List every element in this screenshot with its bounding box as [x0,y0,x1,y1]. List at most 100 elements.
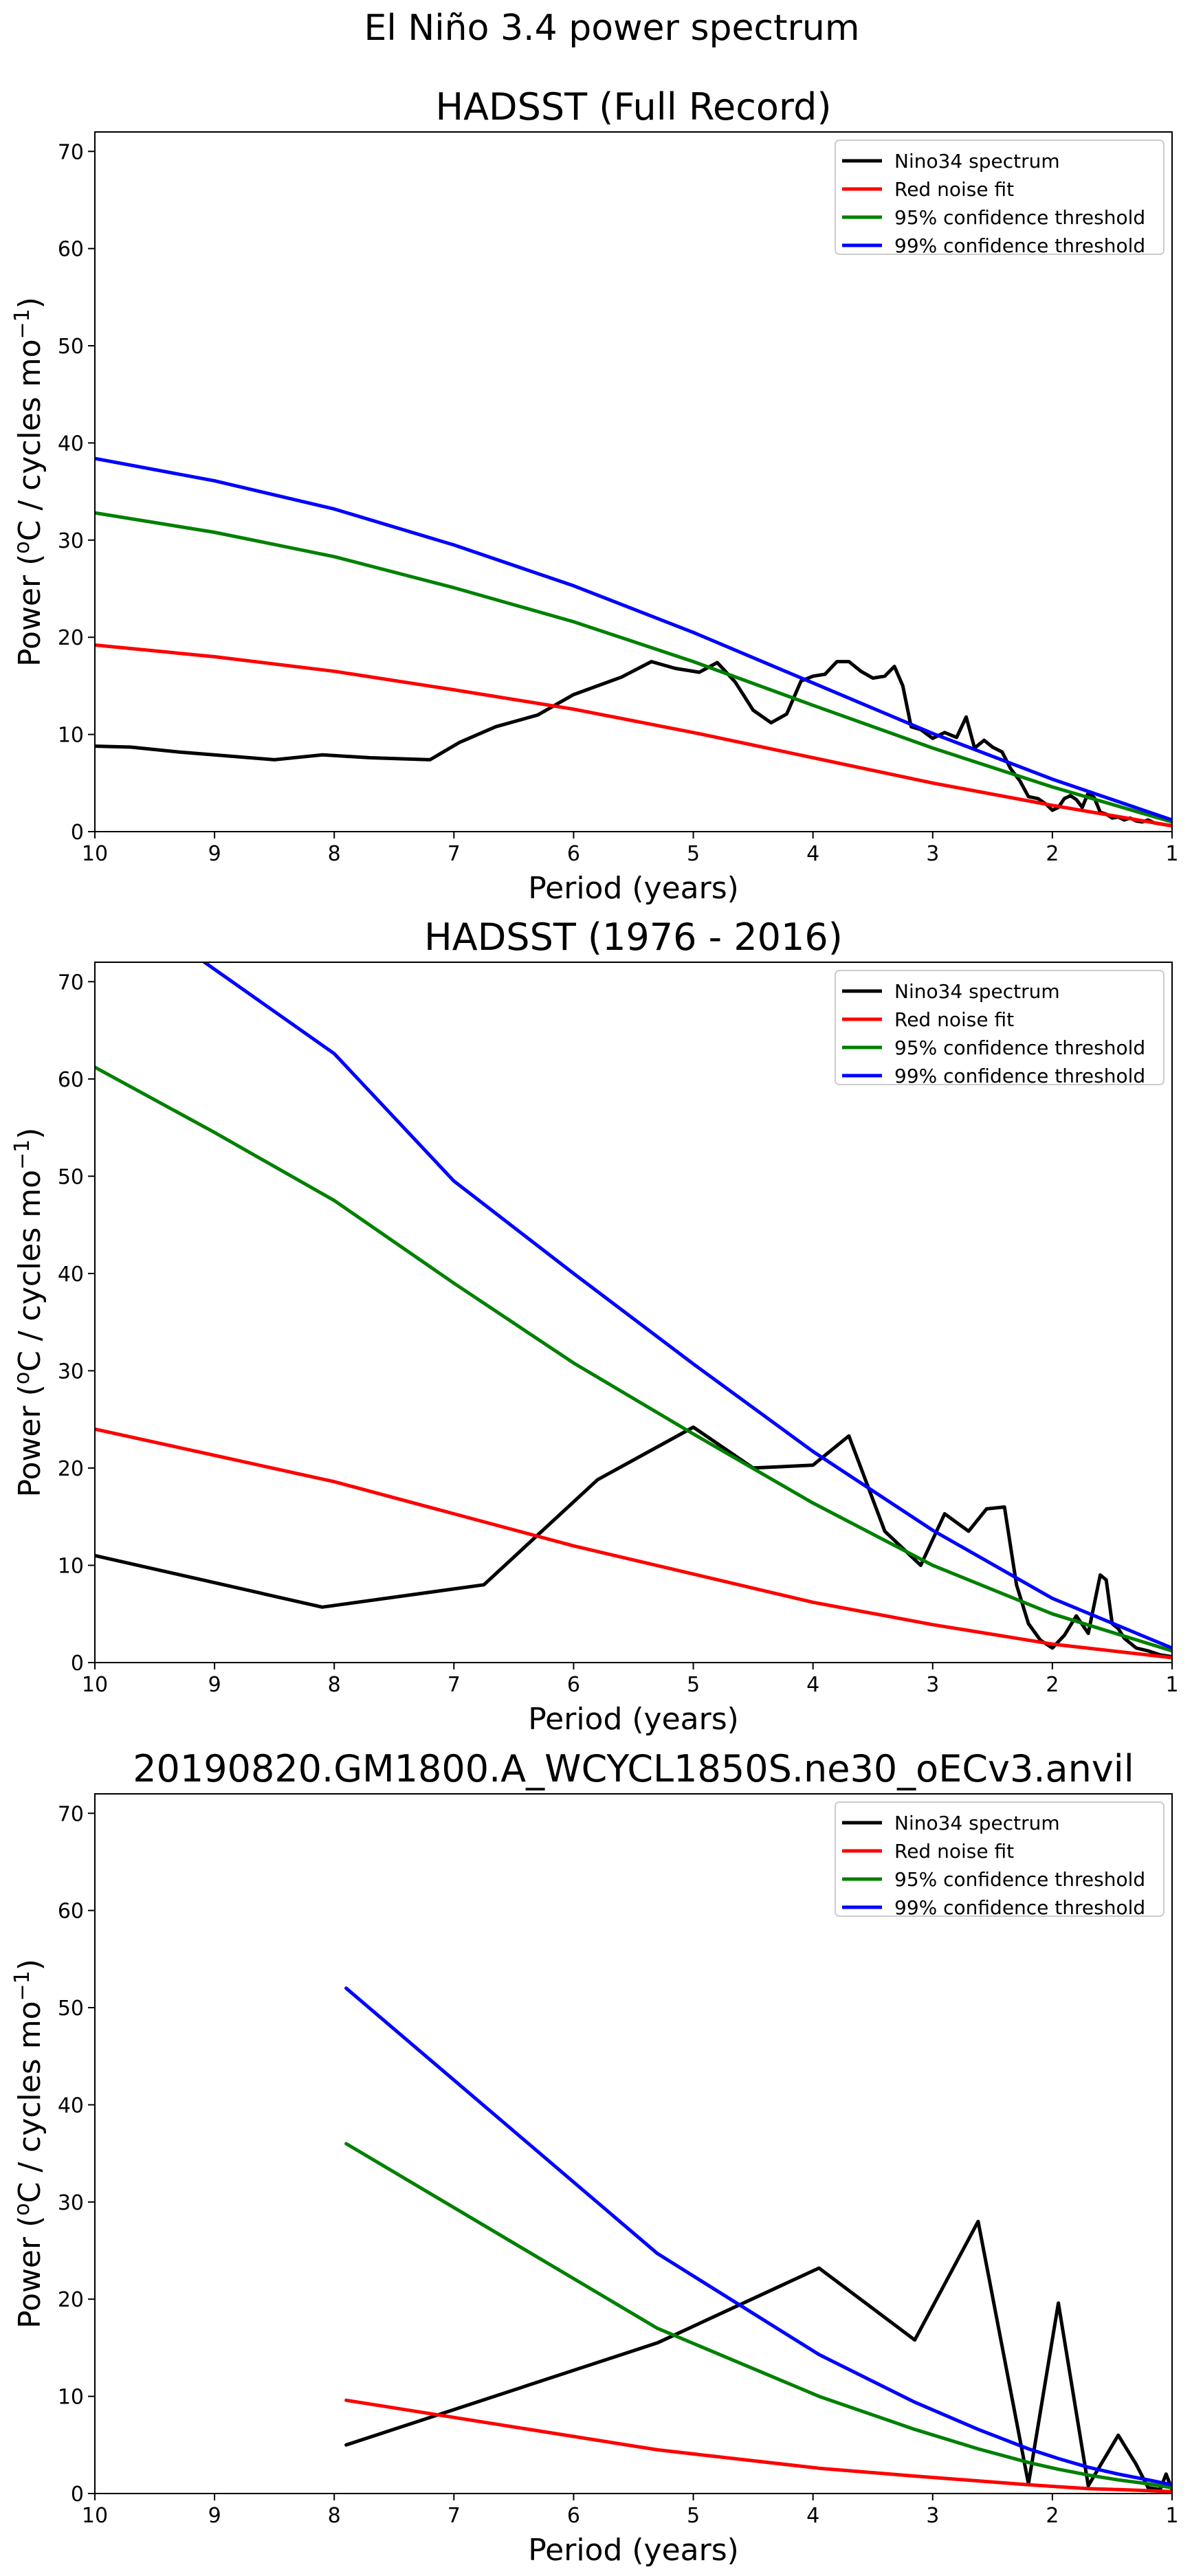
legend-label-2: Red noise fit [894,178,1014,201]
chart-title: 20190820.GM1800.A_WCYCL1850S.ne30_oECv3.… [133,1747,1134,1790]
x-tick-label: 7 [448,842,461,866]
y-axis-label: Power (oC / cycles mo−1) [10,297,47,667]
y-tick-label: 30 [58,1359,84,1384]
legend: Nino34 spectrum Red noise fit 95% confiden… [835,140,1165,257]
x-tick-label: 9 [208,842,221,866]
legend-box [835,970,1165,1085]
chart-panel-2: HADSST (1976 - 2016)10 9 8 7 6 5 4 3 2 1010203040… [10,915,1179,1737]
y-tick-label: 0 [71,1652,84,1676]
x-tick-label: 7 [448,2504,461,2528]
y-tick-label: 10 [58,724,84,748]
chart-panel-3: 20190820.GM1800.A_WCYCL1850S.ne30_oECv3.… [10,1747,1179,2568]
chart-title: HADSST (1976 - 2016) [424,915,843,959]
y-tick-label: 40 [58,1263,84,1287]
y-tick-label: 70 [58,1802,84,1826]
y-label-text: ) [12,1959,47,1970]
x-axis: 10 9 8 7 6 5 4 3 2 1 [82,1663,1179,1697]
y-axis: 0 10 20 30 40 50 60 70 [58,140,95,845]
legend-box [835,1801,1165,1917]
series-line-3 [95,511,1172,824]
x-tick-label: 2 [1046,2504,1059,2528]
legend-label-4: 99% confidence threshold [894,234,1145,257]
legend-label-4: 99% confidence threshold [894,1065,1145,1087]
chart-panels: HADSST (Full Record)10 9 8 7 6 5 4 3 2 1010203040… [10,85,1179,2568]
x-tick-label: 5 [687,1673,700,1697]
y-label-text: C / cycles mo [12,1170,47,1372]
series-line-1 [344,2219,1172,2491]
y-tick-label: 30 [58,529,84,553]
axes-frame [94,962,1173,1663]
y-label-superscript: o [10,541,34,553]
y-label-text: Power ( [12,1384,47,1497]
y-axis-label: Power (oC / cycles mo−1) [10,1128,47,1498]
series-line-4 [201,962,1172,1650]
y-tick-label: 50 [58,335,84,359]
x-tick-label: 9 [208,2504,221,2528]
x-tick-label: 10 [82,2504,108,2528]
y-tick-label: 50 [58,1165,84,1189]
legend-label-3: 95% confidence threshold [894,206,1145,229]
y-axis-label: Power (oC / cycles mo−1) [10,1959,47,2329]
y-label-text: ) [12,1128,47,1140]
x-axis: 10 9 8 7 6 5 4 3 2 1 [82,2494,1179,2528]
legend-label-1: Nino34 spectrum [894,150,1060,173]
x-tick-label: 7 [448,1673,461,1697]
x-axis-label: Period (years) [528,871,739,906]
legend: Nino34 spectrum Red noise fit 95% confiden… [835,970,1165,1087]
y-tick-label: 20 [58,2288,84,2312]
axes-frame [94,131,1173,832]
legend-label-2: Red noise fit [894,1840,1014,1863]
x-axis-label: Period (years) [528,2533,739,2568]
series-lines [95,456,1172,828]
x-tick-label: 5 [687,842,700,866]
x-tick-label: 4 [806,2504,819,2528]
series-line-2 [95,643,1172,828]
y-label-superscript: o [10,2203,34,2215]
x-tick-label: 2 [1046,1673,1059,1697]
x-tick-label: 6 [567,842,580,866]
series-line-3 [344,2142,1172,2489]
figure-suptitle: El Niño 3.4 power spectrum [364,8,859,49]
x-tick-label: 6 [567,2504,580,2528]
y-tick-label: 40 [58,2094,84,2118]
chart-panel-1: HADSST (Full Record)10 9 8 7 6 5 4 3 2 1010203040… [10,85,1179,906]
x-tick-label: 1 [1165,1673,1178,1697]
y-tick-label: 20 [58,626,84,650]
legend-box [835,140,1165,255]
y-tick-label: 70 [58,970,84,995]
y-axis: 0 10 20 30 40 50 60 70 [58,970,95,1676]
x-tick-label: 5 [687,2504,700,2528]
legend-label-3: 95% confidence threshold [894,1868,1145,1891]
y-tick-label: 60 [58,238,84,262]
x-axis: 10 9 8 7 6 5 4 3 2 1 [82,832,1179,866]
y-label-text: ) [12,297,47,309]
chart-title: HADSST (Full Record) [435,85,831,129]
y-label-superscript: −1 [10,309,34,339]
y-label-superscript: −1 [10,1140,34,1170]
series-lines [95,962,1172,1660]
x-tick-label: 3 [926,2504,939,2528]
x-tick-label: 1 [1165,2504,1178,2528]
legend-label-1: Nino34 spectrum [894,1812,1060,1834]
y-tick-label: 60 [58,1068,84,1092]
y-tick-label: 20 [58,1457,84,1481]
series-line-2 [344,2398,1172,2494]
x-tick-label: 1 [1165,842,1178,866]
y-tick-label: 60 [58,1900,84,1924]
x-tick-label: 8 [328,1673,341,1697]
x-tick-label: 10 [82,842,108,866]
series-line-2 [95,1427,1172,1660]
x-tick-label: 6 [567,1673,580,1697]
y-tick-label: 50 [58,1997,84,2021]
x-tick-label: 8 [328,842,341,866]
legend-label-1: Nino34 spectrum [894,980,1060,1003]
y-label-text: Power ( [12,2216,47,2329]
y-label-text: C / cycles mo [12,339,47,541]
legend: Nino34 spectrum Red noise fit 95% confiden… [835,1801,1165,1919]
y-axis: 0 10 20 30 40 50 60 70 [58,1802,95,2507]
legend-label-3: 95% confidence threshold [894,1036,1145,1059]
series-line-4 [95,456,1172,822]
x-tick-label: 10 [82,1673,108,1697]
